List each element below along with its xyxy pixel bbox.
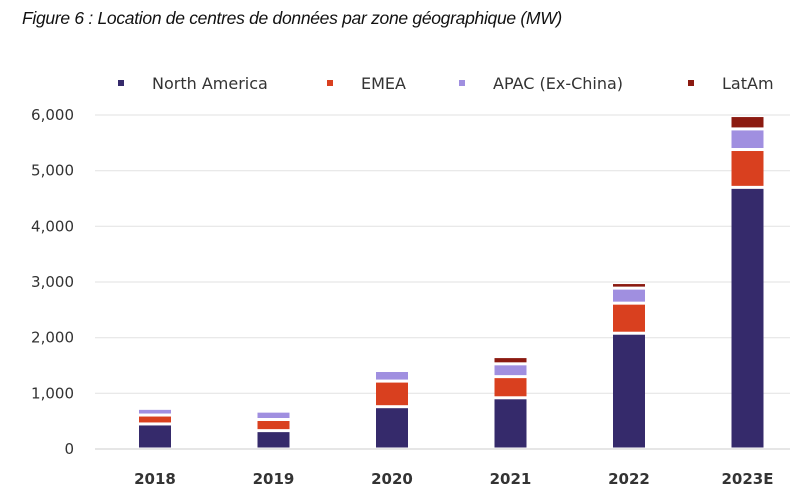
bar-apac-ex-china--2019 xyxy=(257,412,290,418)
y-tick-label: 3,000 xyxy=(31,273,74,291)
legend-marker xyxy=(459,80,465,86)
legend-label: EMEA xyxy=(361,74,406,93)
bar-north-america-2018 xyxy=(139,425,171,448)
legend-label: LatAm xyxy=(722,74,774,93)
y-tick-label: 4,000 xyxy=(31,217,74,235)
bar-apac-ex-china--2018 xyxy=(139,409,171,414)
bar-north-america-2022 xyxy=(613,334,645,448)
x-tick-label: 2019 xyxy=(253,470,295,488)
bar-apac-ex-china--2020 xyxy=(376,372,408,380)
bar-latam-2021 xyxy=(494,358,527,363)
x-tick-label: 2023E xyxy=(722,470,774,488)
bar-north-america-2023E xyxy=(731,188,764,448)
bar-north-america-2020 xyxy=(376,408,408,448)
bar-emea-2018 xyxy=(139,416,171,423)
legend-marker xyxy=(118,80,124,86)
legend-marker xyxy=(688,80,694,86)
bar-emea-2019 xyxy=(257,420,290,430)
y-tick-label: 5,000 xyxy=(31,162,74,180)
bar-emea-2022 xyxy=(613,304,645,332)
bar-north-america-2021 xyxy=(494,399,527,448)
legend-label: APAC (Ex-China) xyxy=(493,74,623,93)
x-tick-label: 2022 xyxy=(608,470,650,488)
bar-latam-2022 xyxy=(613,284,645,287)
x-tick-label: 2021 xyxy=(490,470,532,488)
x-tick-label: 2020 xyxy=(371,470,413,488)
chart-title: Figure 6 : Location de centres de donnée… xyxy=(22,8,562,28)
bar-emea-2021 xyxy=(494,378,527,397)
bar-apac-ex-china--2021 xyxy=(494,365,527,376)
bar-apac-ex-china--2022 xyxy=(613,289,645,302)
bar-apac-ex-china--2023E xyxy=(731,130,764,149)
x-tick-label: 2018 xyxy=(134,470,176,488)
bar-emea-2023E xyxy=(731,151,764,186)
y-tick-label: 2,000 xyxy=(31,329,74,347)
bar-latam-2023E xyxy=(731,117,764,128)
legend-marker xyxy=(327,80,333,86)
bar-emea-2020 xyxy=(376,382,408,406)
bar-north-america-2019 xyxy=(257,432,290,448)
legend-label: North America xyxy=(152,74,268,93)
y-tick-label: 1,000 xyxy=(31,384,74,402)
y-tick-label: 0 xyxy=(64,440,74,458)
y-tick-label: 6,000 xyxy=(31,106,74,124)
